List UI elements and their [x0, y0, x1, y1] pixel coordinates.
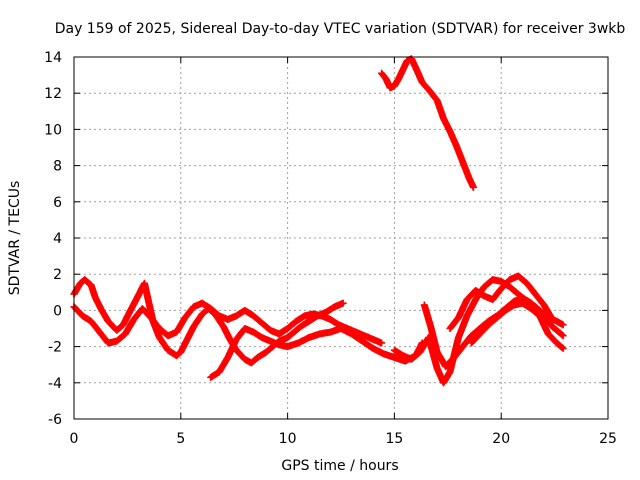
- data-point: [558, 344, 566, 352]
- series-track-h: [467, 299, 567, 352]
- plot-frame: [73, 56, 609, 420]
- y-tick-label: -4: [48, 376, 62, 392]
- chart-title: Day 159 of 2025, Sidereal Day-to-day VTE…: [55, 21, 626, 37]
- series-track-c: [207, 325, 426, 381]
- y-tick-label: 6: [53, 195, 62, 211]
- grid: [74, 57, 608, 419]
- data-point: [558, 331, 566, 339]
- series-track-e: [390, 276, 567, 387]
- data-point: [559, 332, 567, 340]
- data-point: [548, 315, 556, 323]
- x-tick-label: 25: [599, 431, 617, 447]
- y-tick-label: 14: [44, 50, 62, 66]
- tick-labels: 0 5 10 15 20 25 -6 -4 -2 0 2 4 6 8 10 12 14: [44, 50, 617, 447]
- series-track-g: [446, 272, 556, 332]
- y-tick-label: 2: [53, 267, 62, 283]
- y-tick-label: -6: [48, 412, 62, 428]
- x-tick-label: 10: [279, 431, 297, 447]
- data-point: [469, 183, 477, 191]
- series-track-b: [70, 299, 386, 347]
- data-point: [339, 299, 347, 307]
- x-axis-label: GPS time / hours: [281, 458, 398, 474]
- data-point: [559, 344, 567, 352]
- y-tick-label: 8: [53, 159, 62, 175]
- y-tick-label: 0: [53, 303, 62, 319]
- y-tick-label: 12: [44, 86, 62, 102]
- y-axis-label: SDTVAR / TECUs: [7, 181, 23, 296]
- x-tick-label: 0: [70, 431, 79, 447]
- data-point: [378, 339, 386, 347]
- x-tick-label: 5: [176, 431, 185, 447]
- y-tick-label: 10: [44, 122, 62, 138]
- y-tick-label: 4: [53, 231, 62, 247]
- series-track-d: [378, 55, 477, 191]
- data-point: [559, 321, 567, 329]
- x-tick-label: 15: [385, 431, 403, 447]
- series-track-a: [70, 276, 347, 367]
- x-tick-label: 20: [492, 431, 510, 447]
- y-tick-label: -2: [48, 340, 62, 356]
- data-marks: [70, 55, 567, 387]
